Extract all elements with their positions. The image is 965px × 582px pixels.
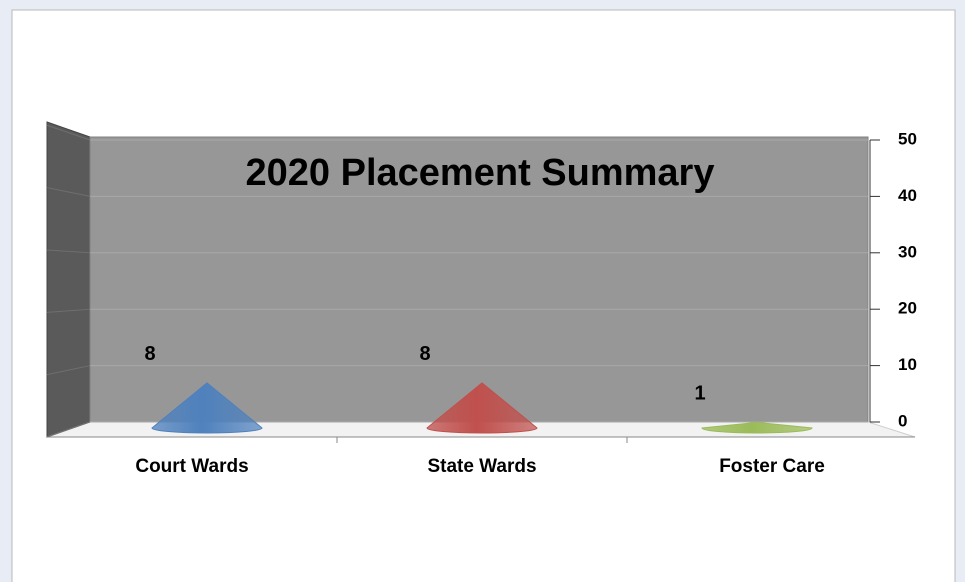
cone	[701, 421, 813, 434]
y-tick-label: 30	[898, 242, 917, 261]
side-grid-line	[46, 249, 91, 254]
y-tick-label: 40	[898, 186, 917, 205]
side-grid-line	[46, 187, 91, 197]
y-tick-label: 20	[898, 299, 917, 318]
value-label: 8	[419, 343, 430, 365]
cone	[151, 382, 263, 434]
chart-title: 2020 Placement Summary	[246, 152, 715, 194]
side-grid-line	[46, 421, 91, 438]
value-label: 1	[694, 383, 705, 405]
x-tick-label: Court Wards	[135, 456, 248, 477]
back-wall	[89, 136, 869, 423]
cone	[426, 382, 538, 434]
side-grid-line	[46, 308, 91, 313]
x-tick-label: Foster Care	[719, 456, 825, 477]
side-grid-line	[46, 124, 91, 141]
x-tick-label: State Wards	[427, 456, 536, 477]
side-wall	[46, 121, 91, 438]
y-tick-label: 10	[898, 355, 917, 374]
y-tick-label: 0	[898, 411, 907, 430]
y-tick-label: 50	[898, 129, 917, 148]
value-label: 8	[144, 343, 155, 365]
side-grid-line	[46, 365, 91, 376]
